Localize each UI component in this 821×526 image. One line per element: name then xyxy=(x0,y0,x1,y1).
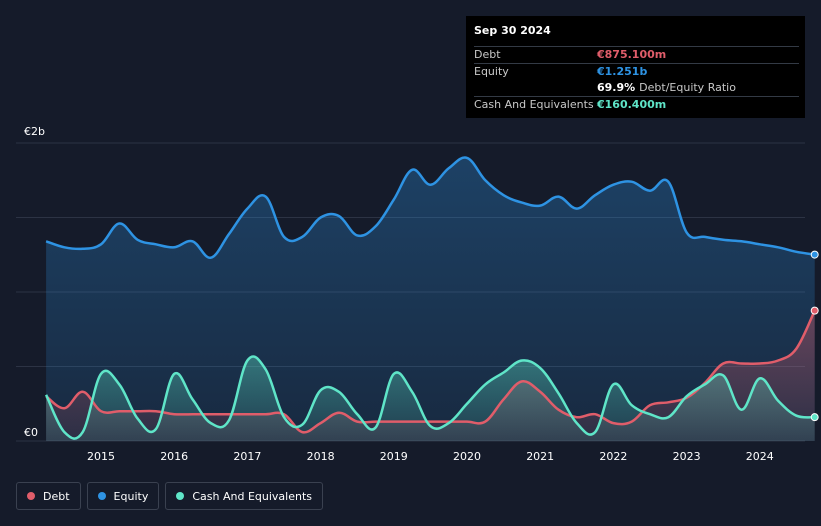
legend-dot-debt xyxy=(27,492,35,500)
legend-item-debt[interactable]: Debt xyxy=(16,482,81,510)
legend-item-cash[interactable]: Cash And Equivalents xyxy=(165,482,323,510)
tooltip-cash-value: €160.400m xyxy=(597,98,667,111)
x-tick-label-2017: 2017 xyxy=(233,450,261,463)
x-tick-label-2019: 2019 xyxy=(380,450,408,463)
tooltip-debt-value: €875.100m xyxy=(597,48,667,61)
area-cash xyxy=(46,356,815,441)
legend-label-equity: Equity xyxy=(113,489,149,503)
y-tick-label-0: €0 xyxy=(24,426,38,439)
legend-dot-equity xyxy=(97,492,106,500)
tooltip-ratio-row: 69.9% Debt/Equity Ratio xyxy=(474,80,799,96)
y-tick-label-2b: €2b xyxy=(24,125,45,138)
x-tick-label-2016: 2016 xyxy=(160,450,188,463)
series-line-equity xyxy=(45,156,815,259)
tooltip-debt-label: Debt xyxy=(474,48,501,61)
x-tick-label-2021: 2021 xyxy=(526,450,554,463)
tooltip-cash-label: Cash And Equivalents xyxy=(474,98,594,111)
chart-legend: Debt Equity Cash And Equivalents xyxy=(16,482,323,510)
tooltip-cash-row: Cash And Equivalents €160.400m xyxy=(474,96,799,113)
x-tick-label-2024: 2024 xyxy=(746,450,774,463)
tooltip-equity-label: Equity xyxy=(474,65,509,78)
legend-dot-cash xyxy=(176,492,185,500)
tooltip-equity-value: €1.251b xyxy=(597,65,648,78)
tooltip-debt-row: Debt €875.100m xyxy=(474,46,799,63)
legend-label-debt: Debt xyxy=(43,489,70,503)
x-tick-label-2023: 2023 xyxy=(673,450,701,463)
tooltip-date: Sep 30 2024 xyxy=(474,24,551,37)
end-point-debt xyxy=(810,306,819,315)
x-tick-label-2022: 2022 xyxy=(599,450,627,463)
end-point-equity xyxy=(810,250,819,259)
tooltip-ratio-value: 69.9% xyxy=(597,81,636,94)
legend-item-equity[interactable]: Equity xyxy=(86,482,160,510)
x-tick-label-2018: 2018 xyxy=(307,450,335,463)
tooltip-ratio-label: Debt/Equity Ratio xyxy=(639,81,736,94)
x-tick-label-2015: 2015 xyxy=(87,450,115,463)
legend-label-cash: Cash And Equivalents xyxy=(192,489,312,503)
end-point-cash xyxy=(810,413,819,422)
area-equity xyxy=(46,157,815,441)
x-tick-label-2020: 2020 xyxy=(453,450,481,463)
tooltip-panel: Sep 30 2024 Debt €875.100m Equity €1.251… xyxy=(466,16,805,118)
series-line-cash xyxy=(44,355,815,440)
tooltip-equity-row: Equity €1.251b xyxy=(474,63,799,80)
